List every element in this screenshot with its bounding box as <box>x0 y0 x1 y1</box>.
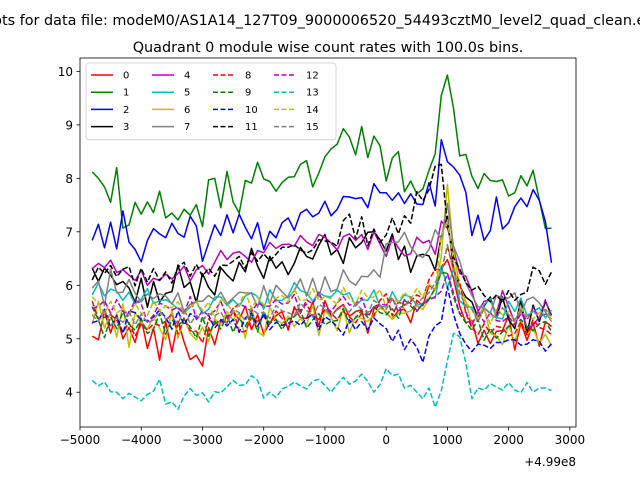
x-tick-label: 1000 <box>432 433 463 447</box>
plot-area <box>91 74 553 411</box>
series-line-5 <box>91 265 553 322</box>
series-line-11 <box>91 163 553 304</box>
legend-label-0: 0 <box>123 71 129 82</box>
y-tick-label: 4 <box>65 386 73 400</box>
x-tick-label: −3000 <box>182 433 223 447</box>
y-tick-label: 7 <box>65 225 73 239</box>
legend-label-9: 9 <box>245 88 251 99</box>
series-line-8 <box>91 245 552 344</box>
series-line-14 <box>91 219 553 325</box>
y-tick-label: 10 <box>58 65 73 79</box>
legend-box <box>85 62 337 141</box>
legend-label-6: 6 <box>184 105 190 116</box>
y-tick-label: 8 <box>65 172 73 186</box>
figure-suptitle: Plots for data file: modeM0/AS1A14_127T0… <box>0 13 640 29</box>
axes-frame <box>79 57 577 428</box>
legend-label-1: 1 <box>123 88 129 99</box>
series-line-2 <box>91 139 553 263</box>
x-tick-label: 2000 <box>493 433 524 447</box>
legend-label-12: 12 <box>306 71 319 82</box>
y-tick-label: 6 <box>65 279 73 293</box>
legend-label-3: 3 <box>123 122 129 133</box>
legend-label-14: 14 <box>306 105 319 116</box>
legend-label-5: 5 <box>184 88 190 99</box>
x-tick-label: −4000 <box>121 433 162 447</box>
chart-title: Quadrant 0 module wise count rates with … <box>133 40 524 56</box>
series-line-6 <box>91 183 553 349</box>
series-line-9 <box>91 272 553 342</box>
x-tick-label: −1000 <box>305 433 346 447</box>
series-line-1 <box>91 74 552 230</box>
legend-label-4: 4 <box>184 71 190 82</box>
series-line-12 <box>91 272 553 326</box>
x-tick-label: 3000 <box>555 433 586 447</box>
series-line-10 <box>91 286 553 364</box>
x-tick-label: −5000 <box>60 433 101 447</box>
x-offset-label: +4.99e8 <box>524 455 576 469</box>
legend-label-10: 10 <box>245 105 258 116</box>
legend-label-2: 2 <box>123 105 129 116</box>
series-line-15 <box>91 243 553 327</box>
x-tick-label: 0 <box>382 433 390 447</box>
legend-label-7: 7 <box>184 122 190 133</box>
legend-label-13: 13 <box>306 88 319 99</box>
legend-label-11: 11 <box>245 122 258 133</box>
y-tick-label: 5 <box>65 332 73 346</box>
x-tick-label: −2000 <box>243 433 284 447</box>
series-line-13 <box>91 332 552 411</box>
legend-label-8: 8 <box>245 71 251 82</box>
legend-label-15: 15 <box>306 122 319 133</box>
series-line-7 <box>91 202 553 323</box>
axes: −5000 −4000 −3000 −2000 −1000 0 1000 2000 3000 4 5… <box>58 57 586 447</box>
y-tick-label: 9 <box>65 118 73 132</box>
